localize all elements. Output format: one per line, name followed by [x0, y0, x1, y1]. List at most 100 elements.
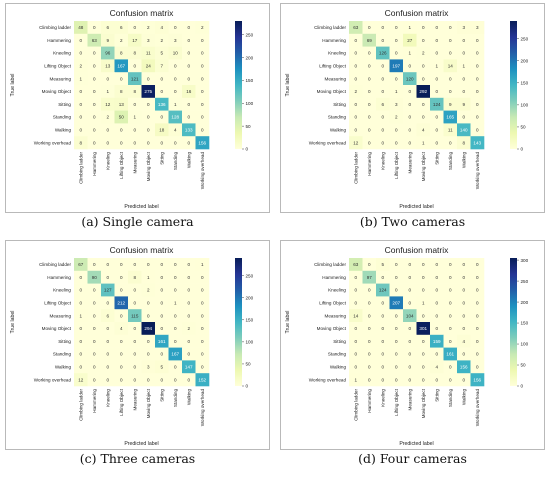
cell-value-label: 0 — [368, 301, 371, 306]
heatmap-cell — [362, 21, 377, 35]
cell-value-label: 156 — [198, 140, 206, 145]
cell-value-label: 0 — [476, 301, 479, 306]
cell-value-label: 0 — [476, 102, 479, 107]
heatmap-cell — [168, 270, 183, 284]
cell-value-label: 0 — [408, 288, 411, 293]
heatmap-cell — [416, 283, 431, 297]
heatmap-cell — [443, 136, 458, 150]
heatmap-cell — [101, 136, 115, 150]
cell-value-label: 8 — [462, 140, 465, 145]
cell-value-label: 0 — [476, 288, 479, 293]
heatmap-cell — [114, 347, 129, 361]
heatmap-cell — [74, 33, 88, 47]
cell-value-label: 1 — [201, 262, 204, 267]
cell-value-label: 0 — [435, 115, 438, 120]
y-tick-label: Climbing ladder — [314, 25, 346, 30]
heatmap-cell — [87, 322, 102, 336]
cell-value-label: 0 — [395, 128, 398, 133]
heatmap-cell — [376, 59, 390, 73]
heatmap-cell — [416, 72, 431, 86]
cell-value-label: 0 — [462, 301, 465, 306]
heatmap-cell — [470, 258, 485, 272]
heatmap-cell — [470, 72, 485, 86]
heatmap-cell — [362, 85, 377, 99]
x-axis-label: Predicted label — [124, 204, 158, 210]
cell-value-label: 0 — [395, 365, 398, 370]
heatmap-cell — [87, 72, 102, 86]
cell-value-label: 0 — [462, 313, 465, 318]
heatmap-cell — [416, 347, 431, 361]
heatmap-cell — [470, 360, 485, 374]
cell-value-label: 0 — [93, 140, 96, 145]
cell-value-label: 0 — [174, 262, 177, 267]
heatmap-cell — [403, 85, 417, 99]
heatmap-cell — [87, 21, 102, 35]
cell-value-label: 0 — [408, 115, 411, 120]
colorbar — [510, 258, 517, 386]
heatmap-cell — [141, 373, 156, 387]
heatmap-cell — [457, 85, 471, 99]
cell-value-label: 2 — [395, 115, 398, 120]
heatmap-cell — [430, 296, 444, 310]
heatmap-cell — [168, 360, 183, 374]
heatmap-cell — [74, 85, 88, 99]
heatmap-cell — [195, 270, 210, 284]
cell-value-label: 0 — [422, 38, 425, 43]
heatmap-cell — [155, 296, 169, 310]
cell-value-label: 0 — [462, 262, 465, 267]
cell-value-label: 0 — [106, 76, 109, 81]
x-tick-label: Hammering — [92, 389, 97, 413]
heatmap-cell — [128, 72, 142, 86]
y-tick-label: Climbing ladder — [39, 25, 71, 30]
cell-value-label: 1 — [354, 377, 357, 382]
heatmap-cell — [349, 322, 363, 336]
heatmap-cell — [168, 46, 183, 60]
heatmap-cell — [443, 360, 458, 374]
cell-value-label: 90 — [92, 275, 98, 280]
heatmap-cell — [403, 110, 417, 124]
cell-value-label: 8 — [133, 89, 136, 94]
heatmap-cell — [87, 97, 102, 111]
cell-value-label: 0 — [174, 288, 177, 293]
cell-value-label: 126 — [379, 51, 387, 56]
cell-value-label: 0 — [381, 313, 384, 318]
cell-value-label: 0 — [133, 262, 136, 267]
heatmap-cell — [182, 360, 196, 374]
cell-value-label: 133 — [185, 128, 193, 133]
heatmap-cell — [443, 258, 458, 272]
heatmap-cell — [74, 334, 88, 348]
cell-value-label: 2 — [187, 326, 190, 331]
cell-value-label: 0 — [133, 377, 136, 382]
heatmap-cell — [74, 270, 88, 284]
heatmap-cell — [168, 59, 183, 73]
heatmap-cell — [141, 270, 156, 284]
heatmap-cell — [389, 21, 404, 35]
colorbar-tick-label: 150 — [246, 317, 254, 322]
x-tick-label: Sitting — [159, 152, 164, 165]
cell-value-label: 0 — [79, 89, 82, 94]
cell-value-label: 4 — [120, 326, 123, 331]
cell-value-label: 0 — [449, 51, 452, 56]
cell-value-label: 0 — [422, 288, 425, 293]
x-tick-label: Hammering — [92, 152, 97, 176]
cell-value-label: 4 — [422, 128, 425, 133]
heatmap-cell — [457, 136, 471, 150]
chart-title: Confusion matrix — [110, 245, 175, 255]
cell-value-label: 8 — [133, 275, 136, 280]
cell-value-label: 0 — [435, 38, 438, 43]
cell-value-label: 69 — [367, 38, 373, 43]
cell-value-label: 0 — [449, 313, 452, 318]
cell-value-label: 18 — [159, 128, 165, 133]
cell-value-label: 0 — [133, 140, 136, 145]
cell-value-label: 0 — [201, 313, 204, 318]
heatmap-cell — [101, 360, 115, 374]
cell-value-label: 1 — [174, 102, 177, 107]
heatmap-cell — [416, 136, 431, 150]
x-tick-label: Lifting Object — [394, 151, 399, 179]
colorbar-tick-label: 100 — [521, 342, 529, 347]
y-tick-label: Lifting Object — [319, 301, 347, 306]
heatmap-cell — [362, 373, 377, 387]
cell-value-label: 0 — [120, 339, 123, 344]
